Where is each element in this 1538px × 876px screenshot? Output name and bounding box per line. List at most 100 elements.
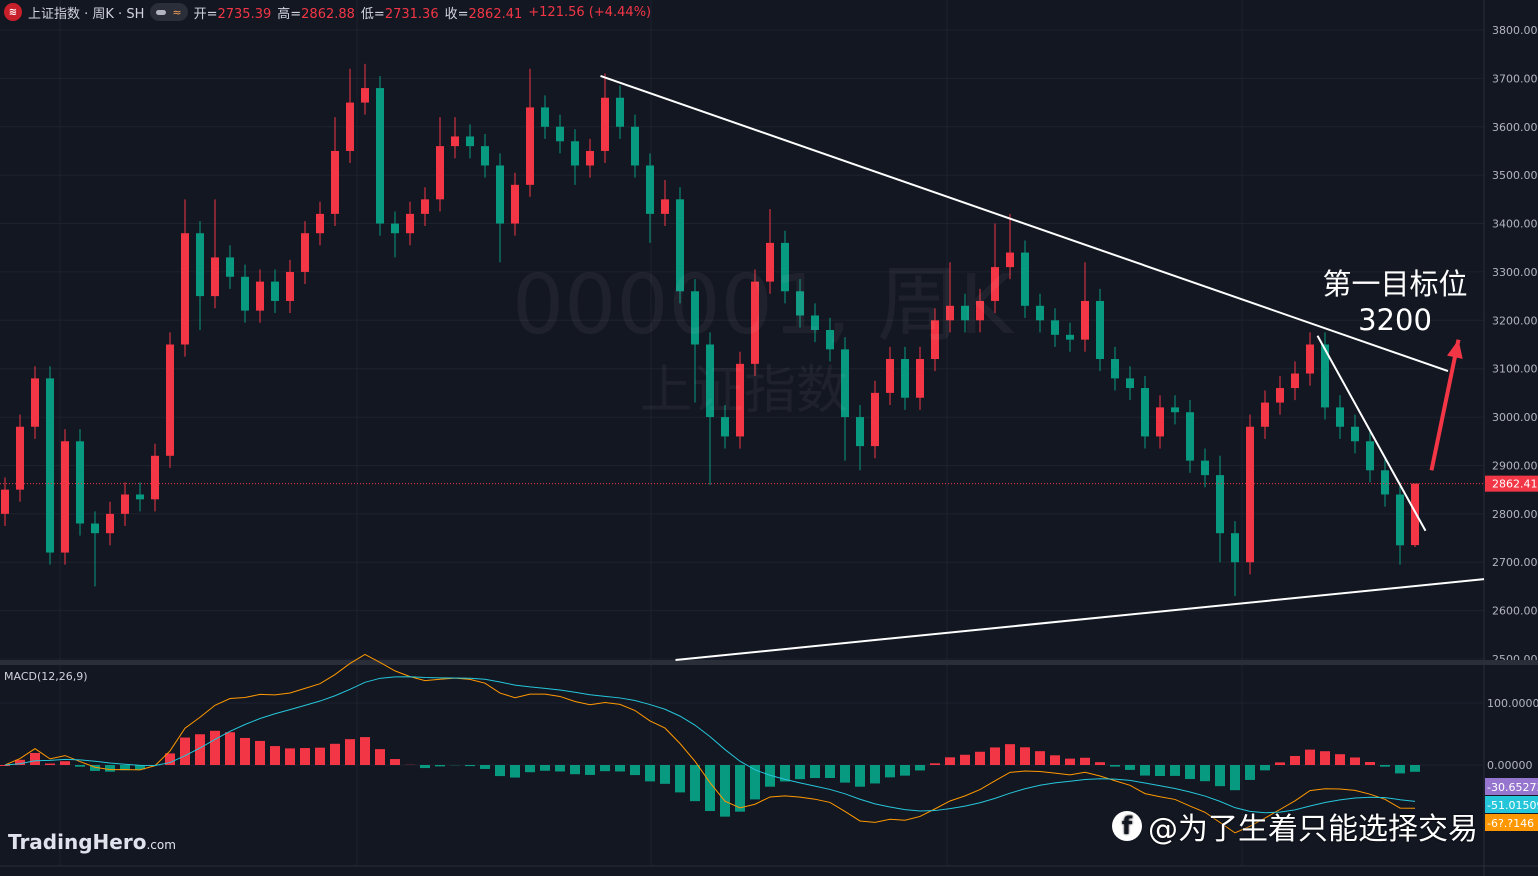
macd-dea-line <box>4 676 1416 814</box>
macd-histogram-bar <box>300 748 310 765</box>
candle-body <box>1396 494 1404 546</box>
macd-histogram-bar <box>1020 747 1030 765</box>
macd-histogram-bar <box>705 765 715 812</box>
macd-histogram-bar <box>660 765 670 784</box>
change-value: +121.56 (+4.44%) <box>528 4 652 20</box>
symbol-header: ≋ 上证指数 · 周K · SH ≈ 开=2735.39 高=2862.88 低… <box>4 2 651 22</box>
candle-body <box>1156 407 1164 437</box>
macd-title[interactable]: MACD(12,26,9) <box>4 670 88 683</box>
macd-histogram-bar <box>570 765 580 775</box>
macd-histogram-bar <box>765 765 775 787</box>
target-arrow <box>1429 339 1461 471</box>
macd-histogram-bar <box>585 765 595 775</box>
candle-body <box>1351 426 1359 442</box>
candle-body <box>1336 407 1344 427</box>
candle-body <box>1066 334 1074 340</box>
candle-body <box>676 199 684 292</box>
macd-histogram-bar <box>555 765 565 772</box>
watermark-name: 上证指数 <box>640 361 849 421</box>
candle-body <box>151 455 159 500</box>
macd-histogram-bar <box>120 765 130 771</box>
macd-histogram-bar <box>270 746 280 765</box>
macd-histogram-bar <box>885 765 895 778</box>
open-label: 开= <box>193 6 218 22</box>
macd-histogram-bar <box>105 765 115 772</box>
candle-body <box>736 363 744 437</box>
macd-value-label: -6?.?146 <box>1487 817 1534 830</box>
candle-body <box>886 359 894 393</box>
macd-histogram-bar <box>360 737 370 765</box>
candle-body <box>1051 320 1059 335</box>
macd-histogram-bar <box>675 765 685 793</box>
target-annotation: 第一目标位 3200 <box>1310 266 1480 338</box>
macd-histogram-bar <box>135 765 145 770</box>
symbol-title[interactable]: 上证指数 · 周K · SH <box>28 6 145 22</box>
macd-histogram-bar <box>1125 765 1135 770</box>
candle-body <box>1276 388 1284 403</box>
macd-histogram-bar <box>1080 757 1090 765</box>
candle-body <box>526 107 534 185</box>
price-tick-label: 3200.00 <box>1492 314 1538 327</box>
macd-histogram-bar <box>345 739 355 765</box>
candle-body <box>586 150 594 166</box>
candle-body <box>976 300 984 321</box>
macd-histogram-bar <box>240 737 250 765</box>
candle-body <box>106 513 114 534</box>
watermark-symbol: 000001, 周K <box>512 258 1013 353</box>
macd-histogram-bar <box>60 761 70 765</box>
price-tick-label: 2700.00 <box>1492 556 1538 569</box>
macd-dif-line <box>4 653 1416 834</box>
macd-histogram-bar <box>375 749 385 765</box>
macd-histogram-bar <box>465 765 475 767</box>
candle-body <box>1201 460 1209 476</box>
candle-body <box>1411 483 1419 546</box>
macd-histogram-bar <box>390 759 400 765</box>
macd-histogram-bar <box>210 730 220 765</box>
candle-body <box>31 378 39 427</box>
arrow-head-icon <box>1447 339 1463 359</box>
candle-body <box>1246 426 1254 563</box>
candle-body <box>571 141 579 166</box>
macd-histogram-bar <box>975 751 985 765</box>
last-price-label: 2862.41 <box>1492 478 1538 491</box>
macd-histogram-bar <box>750 765 760 800</box>
macd-histogram-bar <box>315 747 325 765</box>
candle-body <box>286 271 294 301</box>
candle-body <box>796 291 804 316</box>
candle-body <box>181 233 189 345</box>
price-tick-label: 3300.00 <box>1492 266 1538 279</box>
macd-histogram-bar <box>1350 757 1360 765</box>
macd-histogram-bar <box>30 752 40 765</box>
candle-body <box>1006 252 1014 268</box>
trendline <box>675 578 1485 661</box>
macd-histogram-bar <box>1050 755 1060 765</box>
candle-body <box>136 494 144 500</box>
candle-body <box>1126 378 1134 389</box>
macd-histogram-bar <box>1005 744 1015 765</box>
macd-histogram-bar <box>75 765 85 767</box>
price-tick-label: 3800.00 <box>1492 24 1538 37</box>
candle-body <box>1381 470 1389 495</box>
candle-body <box>76 441 84 524</box>
price-tick-label: 3400.00 <box>1492 218 1538 231</box>
candle-body <box>901 359 909 398</box>
candle-body <box>16 426 24 490</box>
candle-body <box>1231 533 1239 563</box>
candle-body <box>1216 475 1224 534</box>
candle-body <box>436 146 444 200</box>
macd-histogram-bar <box>510 765 520 778</box>
price-tick-label: 2800.00 <box>1492 508 1538 521</box>
candle-body <box>511 184 519 224</box>
candle-body <box>1291 373 1299 389</box>
indicator-toggle[interactable]: ≈ <box>150 3 188 21</box>
macd-histogram-bar <box>1395 765 1405 774</box>
candle-body <box>331 150 339 214</box>
candle-body <box>271 281 279 301</box>
target-value: 3200 <box>1358 303 1432 337</box>
macd-histogram-bar <box>1260 765 1270 771</box>
macd-histogram-bar <box>1320 751 1330 765</box>
candle-body <box>961 305 969 321</box>
macd-histogram-bar <box>195 734 205 765</box>
macd-value-label: -30.65273 <box>1487 781 1538 794</box>
